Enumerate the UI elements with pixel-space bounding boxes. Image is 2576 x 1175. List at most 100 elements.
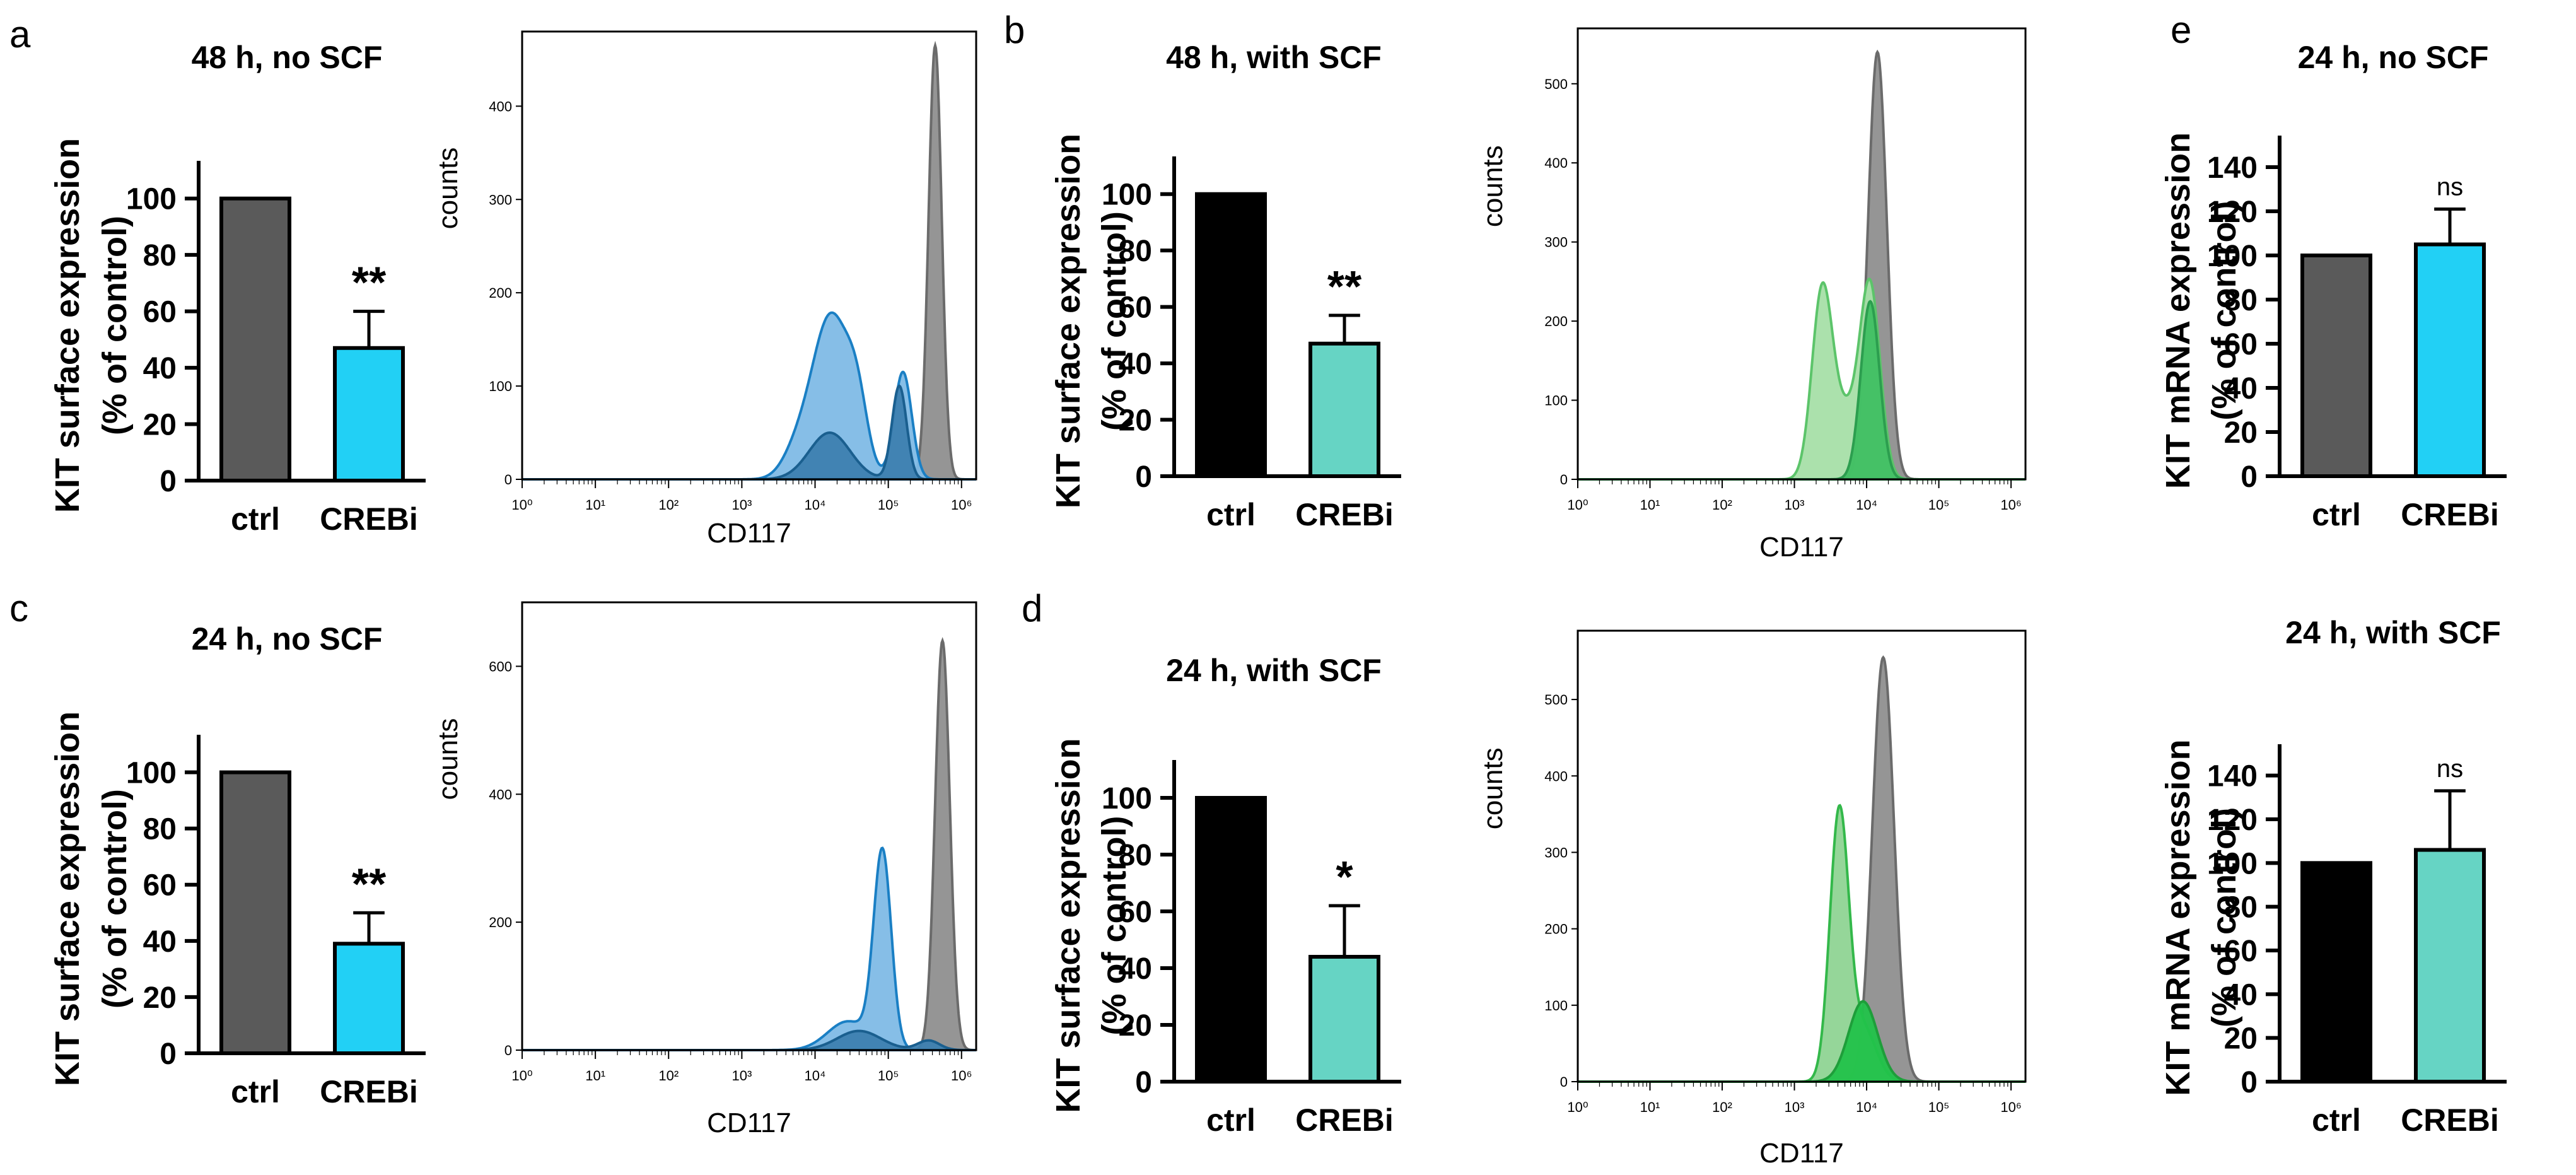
histogram-y-tick-label: 300	[1544, 845, 1568, 860]
y-tick-label: 120	[2207, 804, 2258, 837]
y-tick-label: 80	[1119, 235, 1152, 268]
y-axis-label-units: (% of control)	[2205, 808, 2243, 1027]
histogram-x-tick-label: 10⁰	[1567, 497, 1588, 513]
y-tick-label: 80	[143, 239, 177, 272]
y-tick-label: 60	[2224, 935, 2258, 968]
y-tick-label: 20	[1119, 1009, 1152, 1043]
x-tick-label: CREBi	[2401, 1102, 2499, 1138]
x-tick-label: ctrl	[231, 501, 280, 537]
y-tick-label: 40	[1119, 952, 1152, 986]
histogram-y-tick-label: 200	[489, 285, 512, 301]
bar-CREBi	[2414, 848, 2486, 1084]
panel-c-histogram-5: 0 200 400 600 10⁰ 10¹ 10² 10³ 10⁴ 10⁵ 10⁶ CD117 coun…	[433, 601, 977, 1138]
panel-d-bar-6: 24 h, with SCF KIT surface expression (% o…	[1049, 653, 1401, 1138]
y-tick-label: 40	[1119, 348, 1152, 381]
y-tick-label: 60	[143, 869, 177, 903]
histogram-x-tick-label: 10⁴	[1856, 1099, 1877, 1115]
histogram-y-tick-label: 200	[489, 915, 512, 930]
y-tick-label: 100	[126, 757, 177, 790]
y-tick-label: 60	[143, 296, 177, 329]
histogram-series-CREBi	[1578, 278, 2025, 481]
histogram-y-label: counts	[433, 148, 463, 230]
x-tick-label: ctrl	[1206, 497, 1256, 532]
bar-chart-title: 48 h, no SCF	[192, 40, 383, 75]
histogram-y-tick-label: 300	[489, 192, 512, 208]
histogram-x-tick-label: 10³	[1785, 497, 1805, 513]
y-tick-label: 80	[2224, 284, 2258, 317]
y-tick-label: 0	[1135, 460, 1152, 494]
x-tick-label: ctrl	[2312, 1102, 2361, 1138]
y-tick-label: 20	[2224, 1022, 2258, 1056]
histogram-x-label: CD117	[707, 518, 791, 549]
histogram-y-tick-label: 100	[489, 378, 512, 394]
y-tick-label: 20	[143, 409, 177, 442]
panel-letter-d: d	[1022, 587, 1042, 629]
y-axis-label-units: (% of control)	[96, 789, 134, 1008]
histogram-y-tick-label: 400	[489, 786, 512, 802]
panel-a-bar-0: 48 h, no SCF KIT surface expression (% of …	[49, 40, 426, 537]
x-tick-label: ctrl	[231, 1074, 280, 1109]
bar-chart-title: 24 h, no SCF	[2298, 40, 2489, 75]
histogram-series-CREBi	[1578, 804, 2025, 1083]
histogram-y-tick-label: 400	[1544, 768, 1568, 784]
bar-ctrl	[2300, 861, 2372, 1084]
histogram-x-tick-label: 10⁴	[1856, 497, 1877, 513]
x-tick-label: CREBi	[1295, 497, 1394, 532]
histogram-x-tick-label: 10⁶	[951, 1068, 972, 1084]
y-axis-label: KIT mRNA expression	[2159, 132, 2197, 489]
bar-CREBi	[333, 942, 405, 1055]
histogram-series-CREBi	[522, 846, 976, 1051]
x-tick-label: CREBi	[320, 501, 418, 537]
histogram-x-tick-label: 10⁴	[805, 497, 826, 513]
histogram-y-tick-label: 400	[489, 98, 512, 114]
panel-letter-b: b	[1004, 9, 1025, 51]
significance-label: **	[352, 258, 387, 307]
bar-ctrl	[219, 196, 291, 482]
histogram-frame	[521, 30, 977, 481]
bar-chart-title: 24 h, with SCF	[1166, 653, 1382, 688]
bar-CREBi	[333, 346, 405, 482]
panel-b-bar-2: 48 h, with SCF KIT surface expression (% o…	[1049, 40, 1401, 532]
y-tick-label: 0	[160, 1038, 177, 1071]
histogram-frame	[521, 601, 977, 1051]
y-tick-label: 20	[1119, 404, 1152, 438]
y-tick-label: 0	[2241, 1066, 2258, 1099]
bar-CREBi	[2414, 242, 2486, 478]
y-tick-label: 40	[2224, 978, 2258, 1012]
panel-e-bar-9: 24 h, with SCF KIT mRNA expression (% of c…	[2159, 615, 2507, 1138]
panel-b-histogram-3: 0 100 200 300 400 500 10⁰ 10¹ 10² 10³ 10⁴ 10⁵ 10⁶ CD1…	[1477, 27, 2027, 563]
y-tick-label: 100	[126, 183, 177, 216]
panel-letter-c: c	[9, 587, 28, 629]
histogram-x-tick-label: 10⁶	[2000, 1099, 2022, 1115]
histogram-series-control	[522, 636, 976, 1051]
bar-chart-title: 24 h, with SCF	[2285, 615, 2501, 650]
histogram-series-control	[1578, 49, 2025, 481]
panel-letter-e: e	[2171, 9, 2191, 51]
bar-CREBi	[1308, 341, 1380, 478]
histogram-y-tick-label: 100	[1544, 393, 1568, 409]
histogram-x-tick-label: 10⁰	[1567, 1099, 1588, 1115]
histogram-x-tick-label: 10⁵	[878, 1068, 899, 1084]
y-axis-label: KIT surface expression	[1049, 134, 1087, 508]
significance-label: **	[352, 859, 387, 908]
x-tick-label: ctrl	[2312, 497, 2361, 532]
histogram-x-tick-label: 10²	[658, 1068, 679, 1084]
significance-label: ns	[2437, 755, 2463, 783]
histogram-x-tick-label: 10⁵	[1928, 497, 1950, 513]
histogram-y-tick-label: 500	[1544, 692, 1568, 708]
bar-chart-title: 48 h, with SCF	[1166, 40, 1382, 75]
histogram-y-tick-label: 0	[504, 1043, 512, 1058]
histogram-y-tick-label: 200	[1544, 921, 1568, 937]
histogram-y-tick-label: 0	[504, 472, 512, 488]
histogram-series-overlap	[522, 1029, 976, 1051]
y-tick-label: 40	[143, 925, 177, 959]
significance-label: *	[1336, 852, 1353, 901]
histogram-x-tick-label: 10³	[1785, 1099, 1805, 1115]
y-tick-label: 60	[1119, 291, 1152, 325]
y-axis-label: KIT mRNA expression	[2159, 739, 2197, 1096]
bar-chart-title: 24 h, no SCF	[192, 621, 383, 657]
y-tick-label: 80	[1119, 839, 1152, 872]
significance-label: ns	[2437, 173, 2463, 201]
y-tick-label: 100	[2207, 847, 2258, 880]
bar-ctrl	[2300, 254, 2372, 478]
